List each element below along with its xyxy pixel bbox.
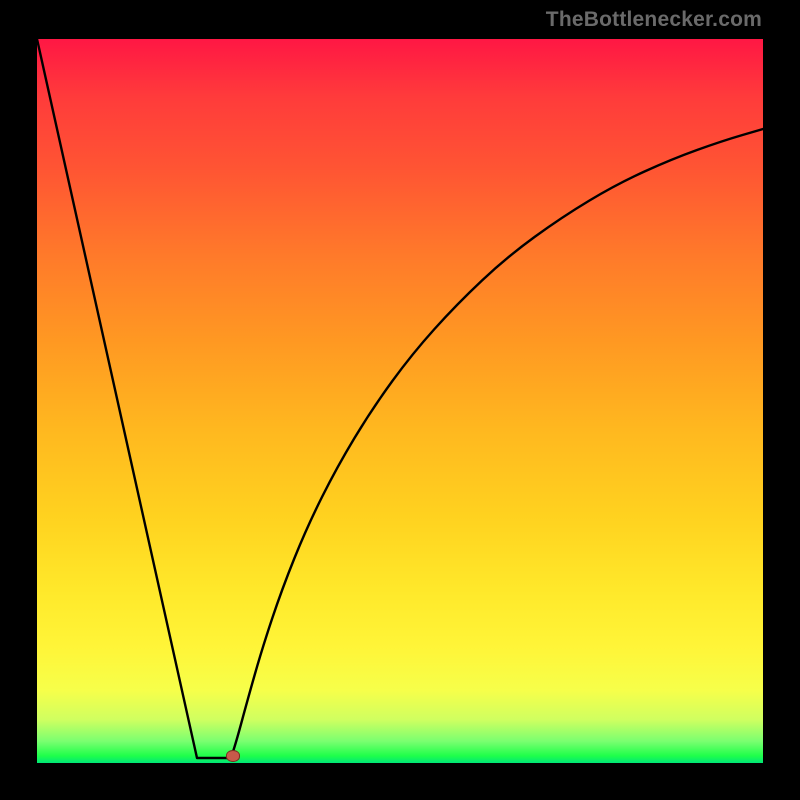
- plot-area: [37, 39, 763, 763]
- optimum-marker: [226, 750, 240, 762]
- bottleneck-curve: [37, 39, 763, 763]
- chart-container: TheBottlenecker.com: [0, 0, 800, 800]
- watermark-text: TheBottlenecker.com: [546, 8, 762, 32]
